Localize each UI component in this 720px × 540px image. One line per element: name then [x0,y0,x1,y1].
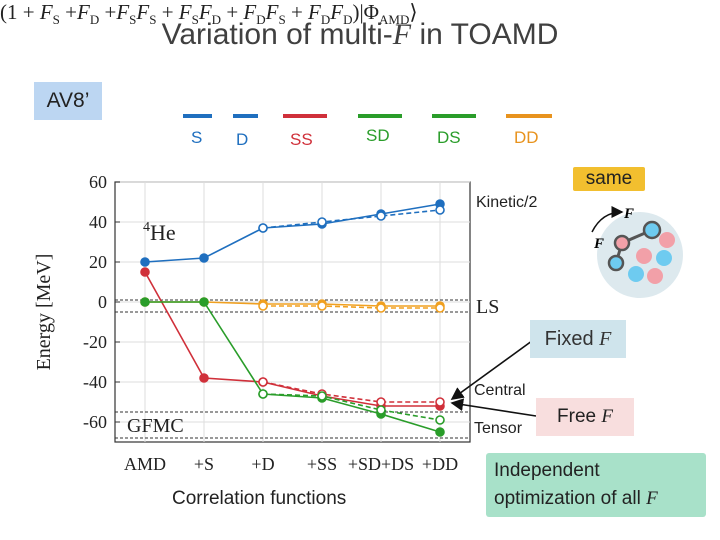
reference-lines: LS GFMC [115,296,499,439]
data-point [258,301,268,311]
data-point [140,257,150,267]
series-line [145,301,441,433]
formula-term-s: FS [39,0,60,28]
data-point [199,297,209,307]
series-line [144,203,441,263]
y-tick-label: 40 [89,212,107,232]
term-label-sd: SD [366,126,390,145]
term-underline-ss [283,114,327,118]
data-point [376,303,386,313]
data-point [140,297,150,307]
formula-term-sd: + FSFD [161,0,222,28]
x-tick-label: +D [251,454,274,474]
data-point [376,211,386,221]
y-tick-label: 20 [89,252,107,272]
term-label-s: S [191,128,203,147]
x-tick-label: +S [194,454,214,474]
independent-optimization-box: Independent optimization of all F [486,453,706,517]
central-label: Central [474,382,526,399]
y-tick-label: 0 [98,292,107,312]
x-tick-label: +DD [422,454,458,474]
term-underline-dd [506,114,552,118]
av8-badge: AV8’ [34,82,102,120]
nucleus-diagram: F F [591,206,683,298]
term-label-dd: DD [514,128,539,147]
series-line [262,381,440,403]
data-point [435,397,445,407]
data-point [199,253,209,263]
nucleus-label: 4He [143,220,176,245]
formula-term-d: +FD [65,0,100,28]
diagram-f-top: F [623,206,634,222]
data-point [317,217,327,227]
kinetic-label: Kinetic/2 [476,194,538,211]
formula-term-ds: + FDFS [226,0,286,28]
same-badge: same [573,167,645,191]
data-point [435,303,445,313]
formula: (1 + FS +FD +FSFS + FSFD + FDFS + FDFD)|… [0,0,418,28]
y-tick-label: -20 [83,332,107,352]
slide-title: Variation of multi-F in TOAMD [161,18,559,51]
reference-line-label: LS [476,296,499,318]
energy-chart: 60 40 20 0 -20 -40 -60 AMD +S +D +SS +SD+DS +DD Energ… [33,172,499,474]
formula-term-ss: +FSFS [104,0,157,28]
fixed-arrow [450,337,537,400]
term-underline-sd [358,114,402,118]
x-tick-label: AMD [124,454,166,474]
y-tick-label: -40 [83,372,107,392]
formula-term-dd: + FDFD [290,0,353,28]
free-arrow [450,398,537,417]
diagram-f-bottom: F [593,236,604,252]
term-label-d: D [236,130,249,149]
y-tick-label: 60 [89,172,107,192]
y-axis-label: Energy [MeV] [33,254,55,371]
data-point [317,301,327,311]
data-point [376,405,386,415]
series-line [263,305,440,309]
data-point [435,415,445,425]
term-label-ss: SS [290,130,313,149]
data-point [258,223,268,233]
data-point [199,373,209,383]
correlation-functions-label: Correlation functions [172,488,347,509]
data-point [140,267,150,277]
free-f-box: Free F [536,398,634,436]
term-underline-s [183,114,212,118]
data-point [435,427,445,437]
series-line [144,271,440,407]
term-underline-ds [432,114,476,118]
data-point [258,377,268,387]
series-line [262,209,441,229]
term-underline-d [233,114,258,118]
series-line [262,393,441,421]
series-group [140,199,445,437]
fixed-f-box: Fixed F [530,320,626,358]
data-point [317,391,327,401]
x-tick-label: +SS [307,454,337,474]
data-point [258,389,268,399]
data-point [435,205,445,215]
reference-line-label: GFMC [127,415,184,437]
y-tick-label: -60 [83,412,107,432]
term-label-ds: DS [437,128,461,147]
x-tick-label: +SD+DS [348,454,414,474]
tensor-label: Tensor [474,420,523,437]
